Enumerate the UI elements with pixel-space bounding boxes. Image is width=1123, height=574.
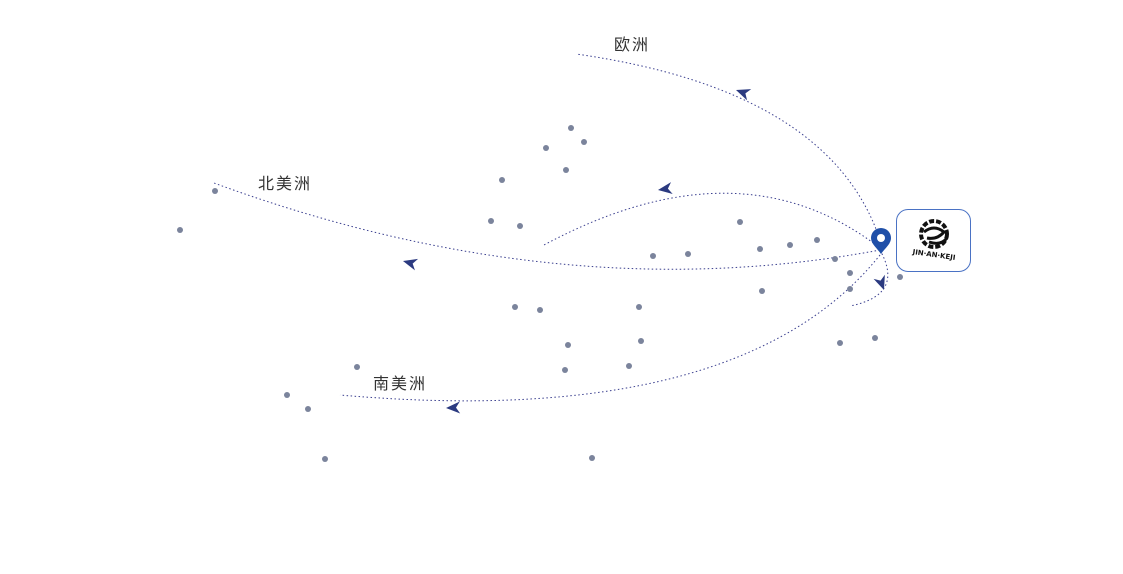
arrow-icon bbox=[403, 258, 419, 271]
route-south-america bbox=[339, 254, 881, 402]
label-europe: 欧洲 bbox=[613, 35, 651, 54]
location-dot bbox=[305, 406, 311, 412]
location-dot bbox=[832, 256, 838, 262]
location-dot bbox=[626, 363, 632, 369]
location-dot bbox=[837, 340, 843, 346]
location-dot bbox=[636, 304, 642, 310]
location-dot bbox=[512, 304, 518, 310]
label-north-america: 北美洲 bbox=[257, 174, 313, 193]
location-dot bbox=[847, 270, 853, 276]
location-dot bbox=[537, 307, 543, 313]
location-dot bbox=[737, 219, 743, 225]
arrow-icon bbox=[736, 89, 752, 101]
location-dot bbox=[589, 455, 595, 461]
location-dot bbox=[517, 223, 523, 229]
location-dot bbox=[757, 246, 763, 252]
location-dot bbox=[814, 237, 820, 243]
location-dot bbox=[563, 167, 569, 173]
location-dot bbox=[543, 145, 549, 151]
location-dot bbox=[354, 364, 360, 370]
arrow-icon bbox=[658, 182, 673, 194]
location-dot bbox=[212, 188, 218, 194]
location-dot bbox=[284, 392, 290, 398]
location-dot bbox=[568, 125, 574, 131]
label-south-america: 南美洲 bbox=[372, 374, 428, 393]
location-dot bbox=[650, 253, 656, 259]
location-dot bbox=[638, 338, 644, 344]
location-dot bbox=[685, 251, 691, 257]
location-dot bbox=[562, 367, 568, 373]
location-dot bbox=[322, 456, 328, 462]
location-dot bbox=[177, 227, 183, 233]
location-dot bbox=[565, 342, 571, 348]
location-dot bbox=[581, 139, 587, 145]
company-logo: JIN·AN·KEJI bbox=[896, 209, 971, 272]
location-dot bbox=[787, 242, 793, 248]
location-dot bbox=[759, 288, 765, 294]
location-dot bbox=[499, 177, 505, 183]
route-short bbox=[849, 249, 889, 307]
arrow-icon bbox=[873, 274, 885, 290]
route-middle bbox=[543, 192, 881, 249]
route-north-america bbox=[213, 182, 881, 270]
location-dot bbox=[872, 335, 878, 341]
location-dot bbox=[847, 286, 853, 292]
company-logo-icon: JIN·AN·KEJI bbox=[911, 219, 956, 262]
location-pin-icon[interactable] bbox=[871, 228, 891, 254]
route-europe bbox=[575, 53, 881, 241]
location-dot bbox=[897, 274, 903, 280]
location-dot bbox=[488, 218, 494, 224]
svg-text:JIN·AN·KEJI: JIN·AN·KEJI bbox=[911, 248, 956, 262]
arrow-icon bbox=[446, 401, 461, 414]
